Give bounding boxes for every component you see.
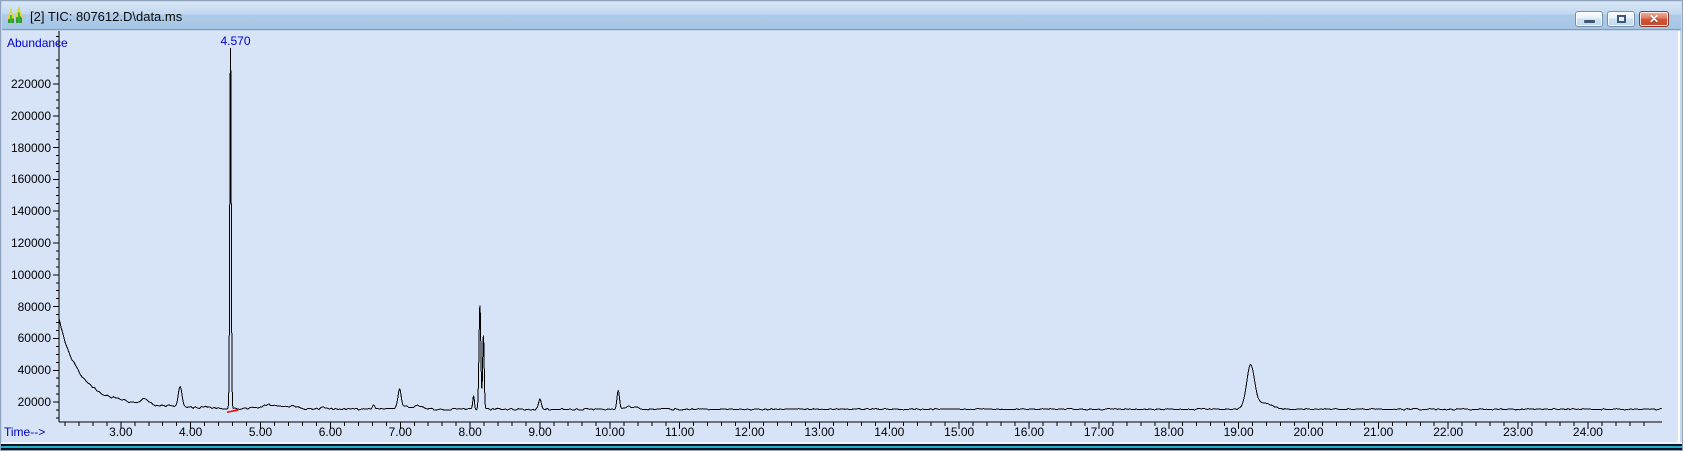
bottom-edge [1,442,1682,450]
y-tick-label: 180000 [10,140,51,155]
close-button[interactable]: ✕ [1639,11,1669,27]
x-tick-label: 15.00 [944,425,975,439]
x-tick-label: 3.00 [109,425,133,439]
x-tick-label: 11.00 [665,425,695,439]
x-tick-label: 18.00 [1153,425,1184,439]
x-tick-label: 20.00 [1293,425,1324,439]
restore-button[interactable] [1607,11,1635,27]
peak-annotation: 4.570 [220,34,251,48]
y-tick-label: 120000 [10,236,51,251]
y-tick-label: 220000 [10,77,51,91]
y-tick-label: 40000 [17,363,51,378]
x-tick-label: 10.00 [594,425,625,439]
y-tick-label: 20000 [17,395,51,410]
plot-area[interactable] [2,31,1680,444]
x-tick-label: 22.00 [1433,425,1464,439]
x-tick-label: 12.00 [734,425,765,439]
x-tick-label: 24.00 [1572,425,1603,439]
close-icon: ✕ [1648,12,1660,26]
x-tick-label: 17.00 [1083,425,1114,439]
title-bar[interactable]: [2] TIC: 807612.D\data.ms ✕ [2,2,1681,30]
x-tick-label: 5.00 [248,425,273,439]
minimize-button[interactable] [1575,11,1603,27]
y-tick-label: 200000 [10,108,51,123]
y-tick-label: 100000 [10,267,51,282]
x-tick-label: 21.00 [1363,425,1394,439]
minimize-icon [1583,20,1595,23]
x-tick-label: 4.00 [179,425,203,439]
y-tick-label: 160000 [10,172,51,187]
window-controls: ✕ [1575,11,1669,27]
restore-icon [1616,15,1626,23]
y-tick-label: 80000 [17,299,51,314]
x-tick-label: 16.00 [1014,425,1045,439]
x-tick-label: 7.00 [388,425,412,439]
x-tick-label: 8.00 [458,425,482,439]
x-tick-label: 23.00 [1503,425,1534,439]
x-tick-label: 13.00 [804,425,835,439]
x-tick-label: 14.00 [874,425,905,439]
y-axis-title: Abundance [7,36,68,50]
chromatogram-icon [7,5,24,24]
x-tick-label: 6.00 [318,425,343,439]
x-axis-title: Time--> [4,425,46,439]
y-tick-label: 140000 [10,204,51,219]
window-title: [2] TIC: 807612.D\data.ms [30,8,183,24]
y-tick-label: 60000 [17,331,51,346]
x-tick-label: 9.00 [528,425,552,439]
x-tick-label: 19.00 [1223,425,1254,439]
